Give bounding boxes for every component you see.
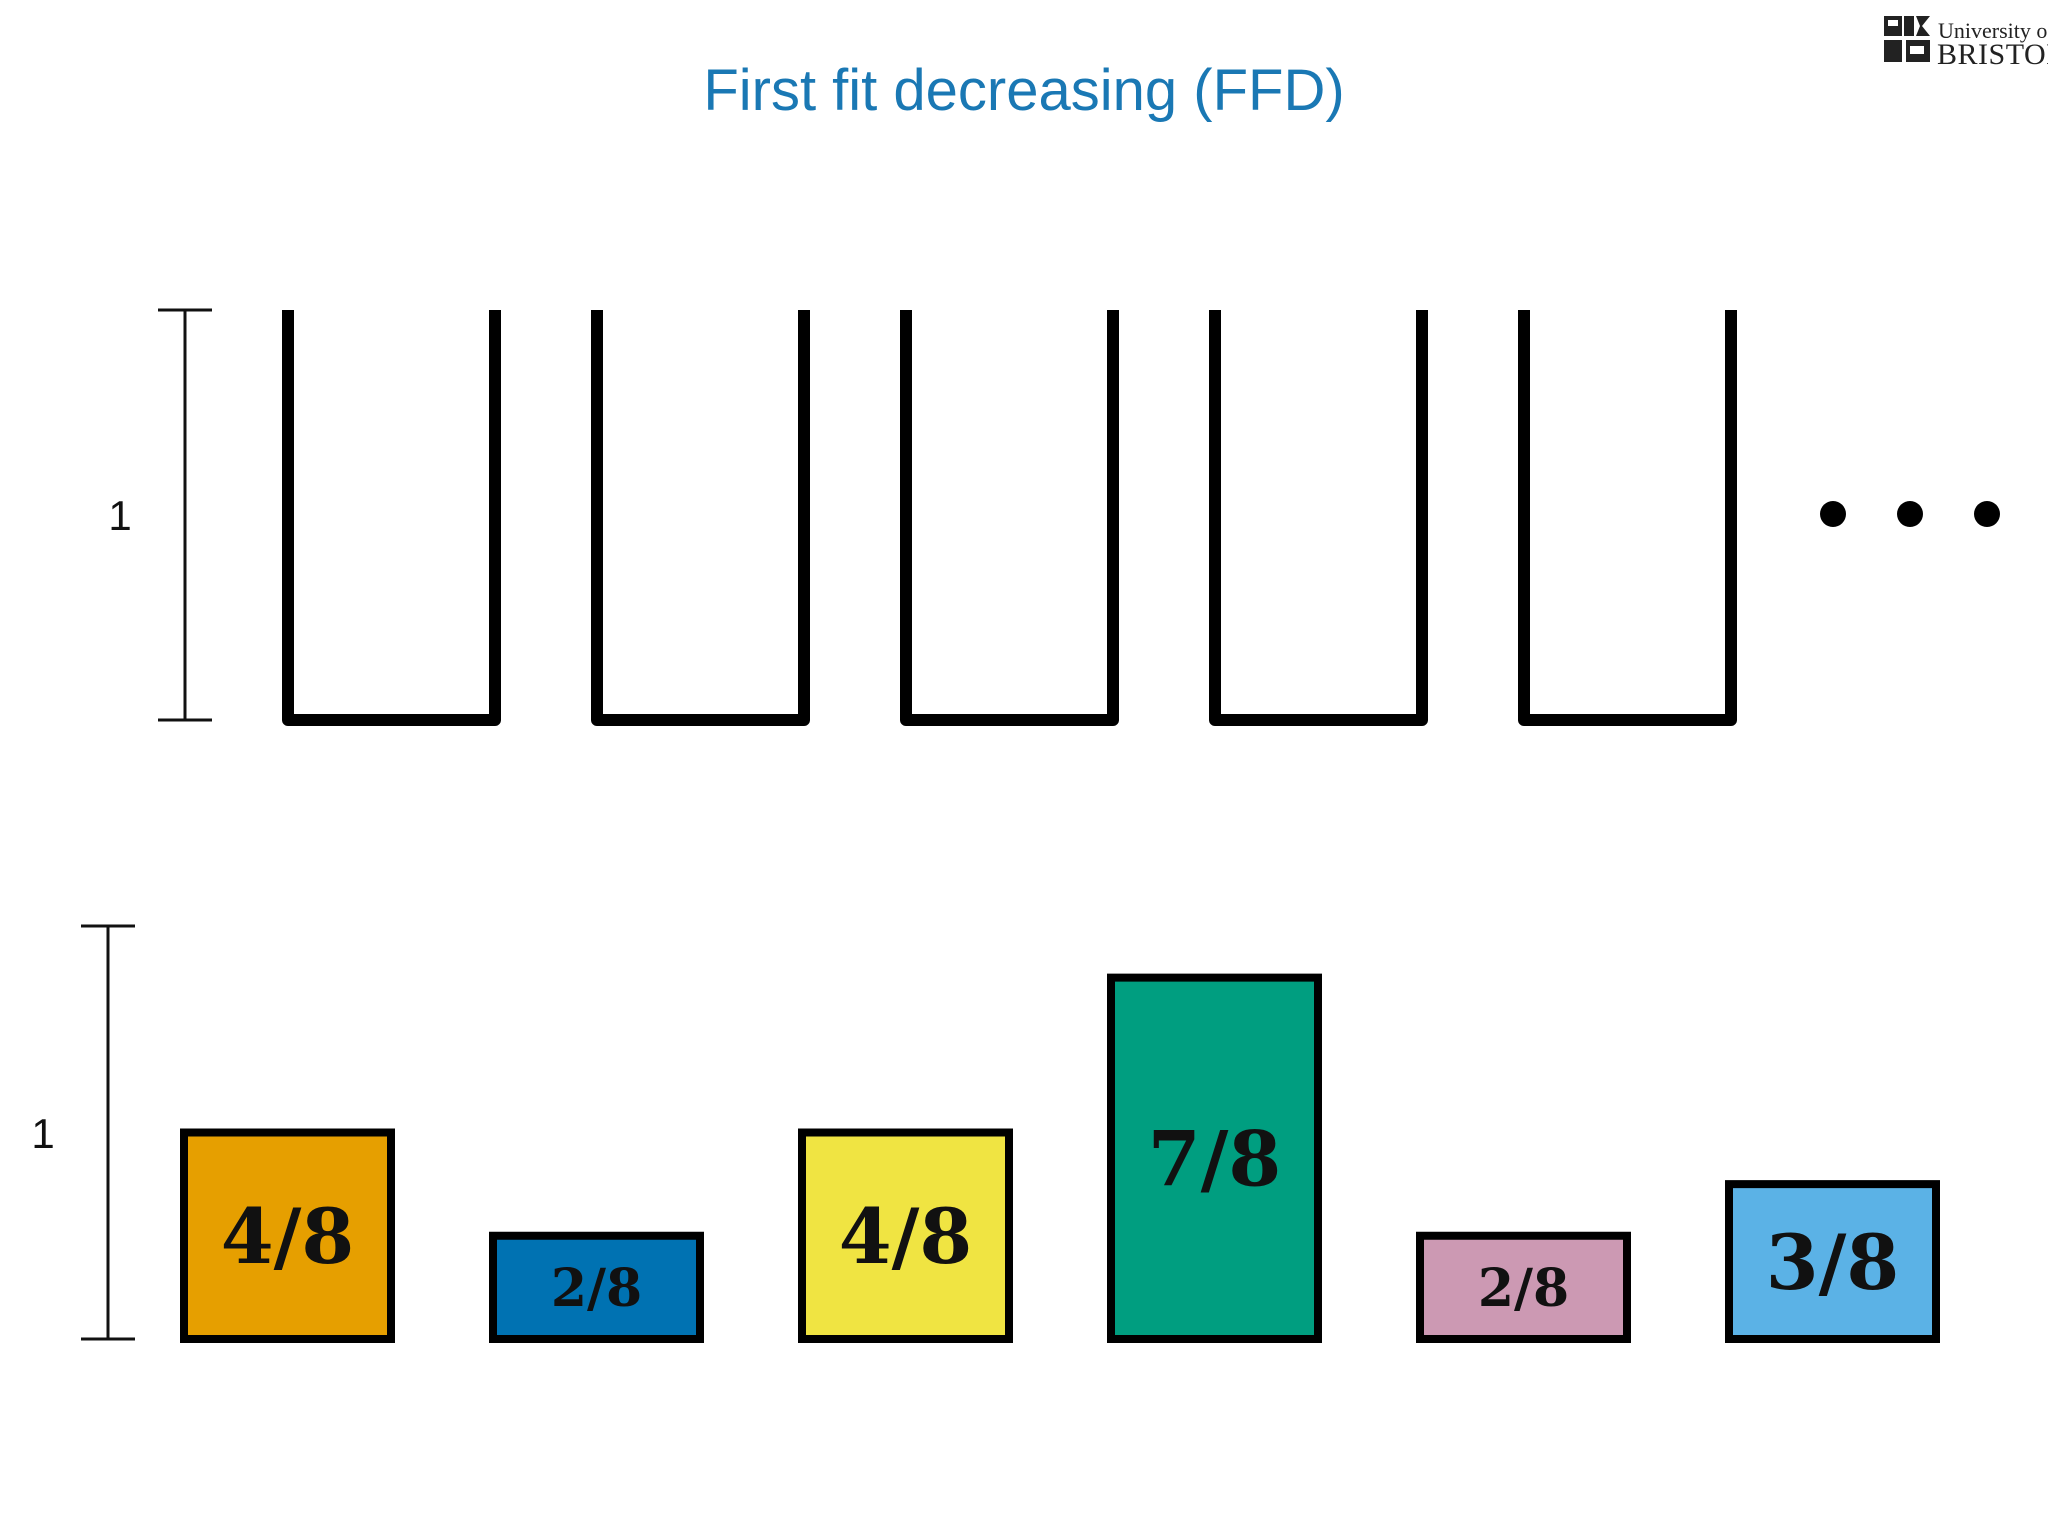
ellipsis-dot xyxy=(1974,501,2000,527)
item-box xyxy=(180,1128,395,1343)
logo-text-bristol: BRISTOL xyxy=(1937,38,2048,71)
ellipsis-dot xyxy=(1897,501,1923,527)
item-size-scale: 1 xyxy=(31,924,135,1341)
item-label: 2/8 xyxy=(551,1258,642,1319)
item-box xyxy=(1107,973,1322,1343)
logo-text-university-of: University of xyxy=(1938,18,2048,43)
item-box xyxy=(1725,1180,1940,1343)
ellipsis-dot xyxy=(1820,501,1846,527)
item-box xyxy=(798,1128,1013,1343)
item-box xyxy=(1416,1231,1631,1343)
bin-4 xyxy=(1209,310,1428,726)
more-bins-ellipsis xyxy=(1820,501,2000,527)
bin-1 xyxy=(282,310,501,726)
bin-2 xyxy=(591,310,810,726)
item-scale-label: 1 xyxy=(31,1110,54,1157)
bin-scale-label: 1 xyxy=(108,492,131,539)
item-label: 4/8 xyxy=(839,1192,973,1281)
items-row: 4/8 2/8 4/8 7/8 2/8 3/8 xyxy=(180,973,1940,1343)
university-logo: University of BRISTOL xyxy=(1882,14,2048,71)
university-crest-icon xyxy=(1882,14,1932,64)
item-label: 4/8 xyxy=(221,1192,355,1281)
item-label: 7/8 xyxy=(1148,1115,1282,1204)
item-box xyxy=(489,1231,704,1343)
slide-title: First fit decreasing (FFD) xyxy=(703,58,1345,123)
item-label: 3/8 xyxy=(1766,1218,1900,1307)
bin-3 xyxy=(900,310,1119,726)
bins-row xyxy=(282,310,1737,726)
bin-5 xyxy=(1518,310,1737,726)
item-label: 2/8 xyxy=(1478,1258,1569,1319)
bin-capacity-scale: 1 xyxy=(108,308,212,722)
